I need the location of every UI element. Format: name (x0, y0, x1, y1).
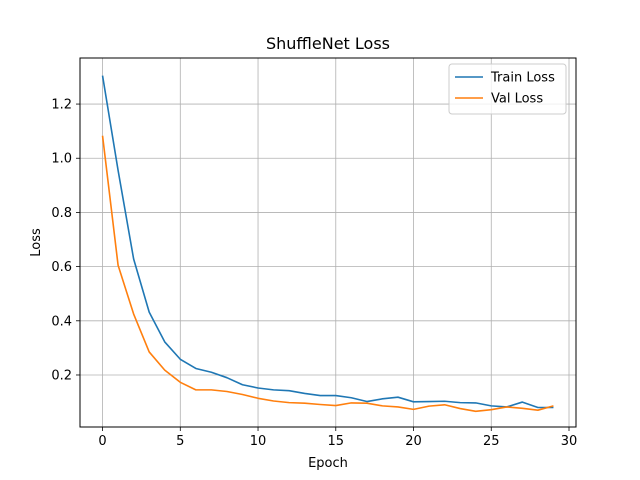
y-axis-label: Loss (29, 228, 44, 257)
x-tick-label: 20 (405, 434, 422, 449)
y-tick-label: 1.0 (51, 152, 72, 167)
series-line-val-loss (101, 135, 554, 413)
y-tick-label: 0.2 (51, 368, 72, 383)
x-tick-label: 30 (561, 434, 578, 449)
chart-title: ShuffleNet Loss (266, 34, 390, 53)
series-layer (101, 75, 554, 413)
x-tick-label: 15 (328, 434, 345, 449)
legend-label: Train Loss (490, 71, 555, 86)
y-tick-label: 0.6 (51, 260, 72, 275)
x-axis-label: Epoch (308, 456, 348, 471)
plot-frame (79, 57, 577, 428)
y-tick-label: 1.2 (51, 98, 72, 113)
series-line-train-loss (101, 75, 554, 409)
y-tick-label: 0.4 (51, 314, 72, 329)
grid (80, 58, 576, 427)
x-tick-label: 25 (483, 434, 500, 449)
y-tick-label: 0.8 (51, 206, 72, 221)
legend-label: Val Loss (491, 92, 543, 107)
legend: Train Loss Val Loss (448, 63, 567, 115)
x-tick-label: 0 (98, 434, 106, 449)
x-tick-label: 5 (176, 434, 184, 449)
x-tick-label: 10 (250, 434, 267, 449)
ticks: 0 5 10 15 20 25 30 0.2 0.4 0.6 0.8 1.0 1.2 (51, 98, 577, 449)
